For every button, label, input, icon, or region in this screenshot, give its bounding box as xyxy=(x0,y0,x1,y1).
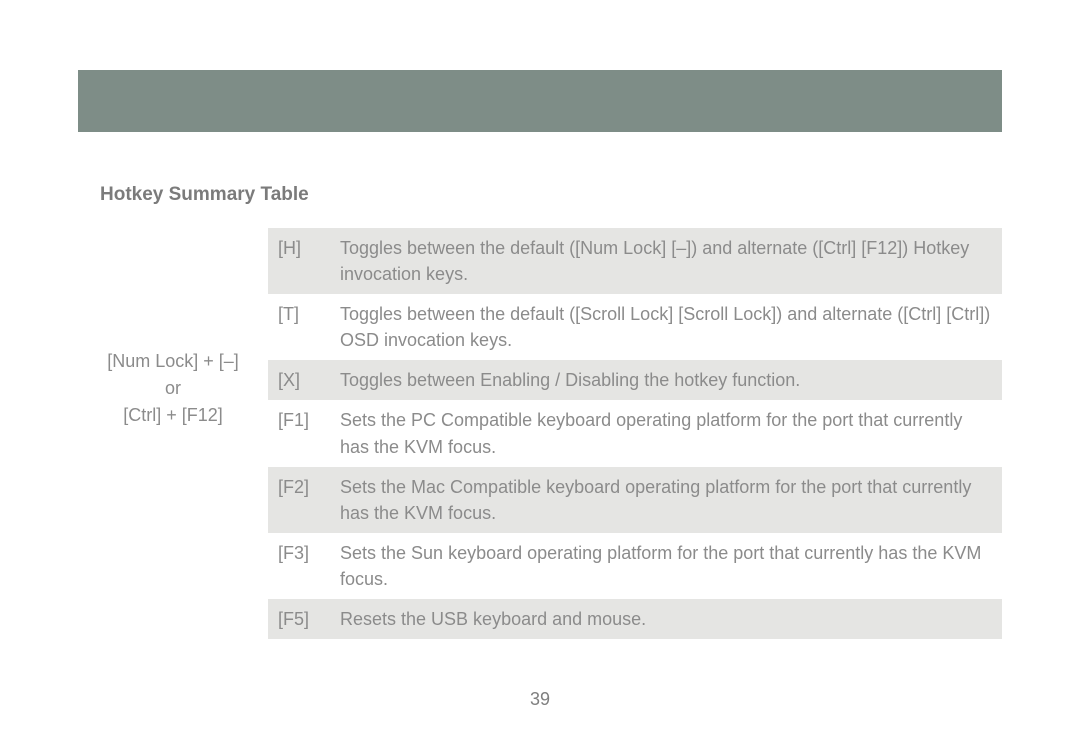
prefix-line-3: [Ctrl] + [F12] xyxy=(78,402,268,429)
page-number: 39 xyxy=(0,689,1080,710)
hotkey-key: [H] xyxy=(278,235,340,287)
header-bar xyxy=(78,70,1002,132)
prefix-line-2: or xyxy=(78,375,268,402)
table-row: [F5] Resets the USB keyboard and mouse. xyxy=(268,599,1002,639)
content-row: [Num Lock] + [–] or [Ctrl] + [F12] [H] T… xyxy=(78,228,1002,639)
hotkey-desc: Toggles between the default ([Scroll Loc… xyxy=(340,301,992,353)
prefix-line-1: [Num Lock] + [–] xyxy=(78,348,268,375)
section-title: Hotkey Summary Table xyxy=(100,184,1002,206)
hotkey-prefix: [Num Lock] + [–] or [Ctrl] + [F12] xyxy=(78,228,268,429)
hotkey-table: [H] Toggles between the default ([Num Lo… xyxy=(268,228,1002,639)
table-row: [T] Toggles between the default ([Scroll… xyxy=(268,294,1002,360)
hotkey-desc: Toggles between the default ([Num Lock] … xyxy=(340,235,992,287)
page: Hotkey Summary Table [Num Lock] + [–] or… xyxy=(0,0,1080,752)
hotkey-key: [F3] xyxy=(278,540,340,592)
table-row: [H] Toggles between the default ([Num Lo… xyxy=(268,228,1002,294)
table-row: [X] Toggles between Enabling / Disabling… xyxy=(268,360,1002,400)
table-row: [F1] Sets the PC Compatible keyboard ope… xyxy=(268,400,1002,466)
table-row: [F2] Sets the Mac Compatible keyboard op… xyxy=(268,467,1002,533)
hotkey-key: [X] xyxy=(278,367,340,393)
hotkey-desc: Sets the Mac Compatible keyboard operati… xyxy=(340,474,992,526)
hotkey-desc: Resets the USB keyboard and mouse. xyxy=(340,606,992,632)
hotkey-desc: Sets the Sun keyboard operating platform… xyxy=(340,540,992,592)
hotkey-key: [T] xyxy=(278,301,340,353)
hotkey-key: [F2] xyxy=(278,474,340,526)
table-row: [F3] Sets the Sun keyboard operating pla… xyxy=(268,533,1002,599)
hotkey-key: [F5] xyxy=(278,606,340,632)
hotkey-desc: Sets the PC Compatible keyboard operatin… xyxy=(340,407,992,459)
hotkey-key: [F1] xyxy=(278,407,340,459)
hotkey-desc: Toggles between Enabling / Disabling the… xyxy=(340,367,992,393)
